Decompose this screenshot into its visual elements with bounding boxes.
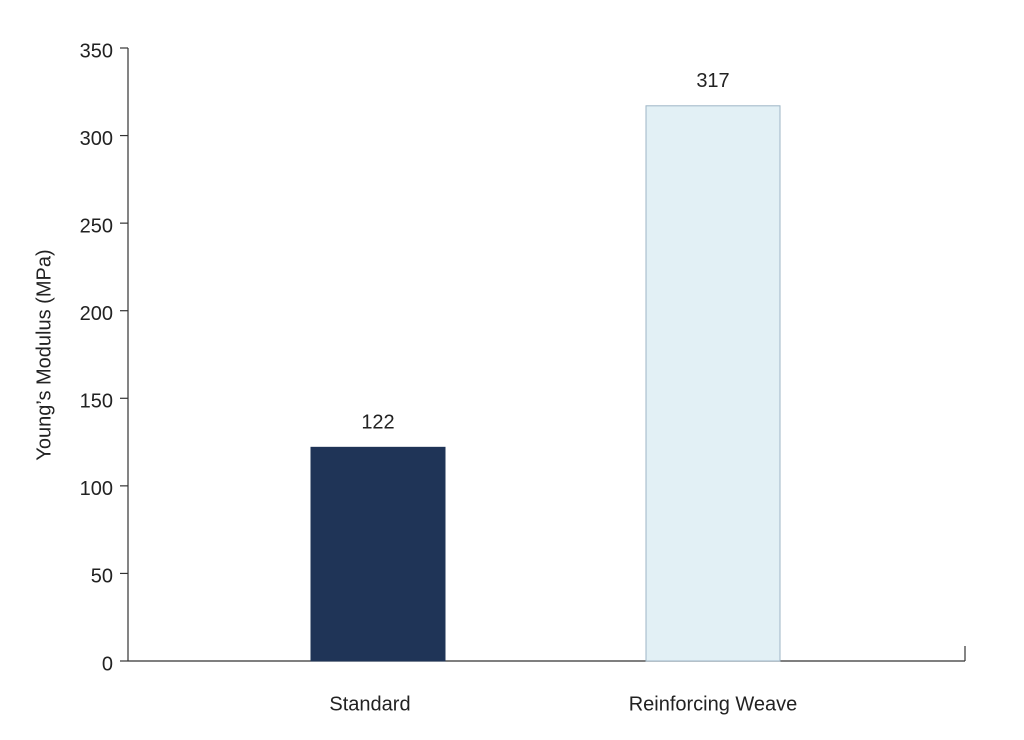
value-label: 317 — [696, 70, 729, 92]
bar — [310, 446, 446, 662]
value-label: 122 — [361, 412, 394, 434]
x-tick-label: Reinforcing Weave — [629, 693, 798, 715]
y-tick-label: 100 — [80, 478, 113, 500]
y-tick-label: 0 — [102, 653, 113, 675]
bar — [645, 105, 781, 662]
y-tick-label: 150 — [80, 391, 113, 413]
x-tick-label: Standard — [329, 693, 410, 715]
y-tick-label: 300 — [80, 128, 113, 150]
y-tick-label: 350 — [80, 40, 113, 62]
y-tick-label: 250 — [80, 215, 113, 237]
y-axis-label: Young’s Modulus (MPa) — [33, 249, 55, 460]
y-tick-label: 50 — [91, 566, 113, 588]
y-tick-label: 200 — [80, 303, 113, 325]
